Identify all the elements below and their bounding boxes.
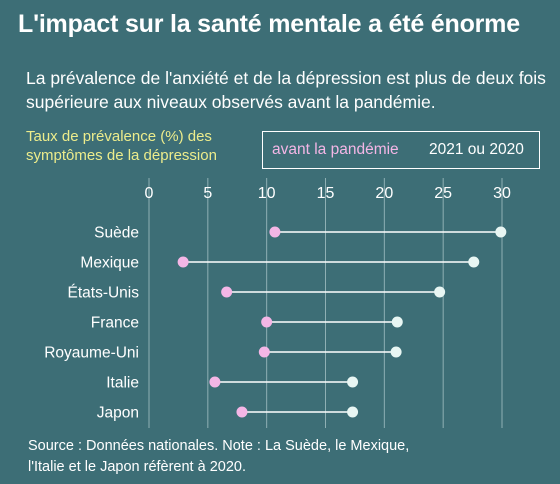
x-tick-label: 0 [145,185,154,202]
x-tick-labels: 0 5 10 15 20 25 30 [145,185,511,202]
post-pandemic-point [347,376,359,388]
legend: avant la pandémie 2021 ou 2020 [262,131,540,169]
pre-pandemic-point [236,406,248,418]
category-labels: Suède Mexique États-Unis France Royaume-Uni I… [44,225,139,422]
x-tick-label: 15 [317,185,335,202]
axis-label: Taux de prévalence (%) des symptômes de … [26,127,217,165]
source-note-line-1: Source : Données nationales. Note : La S… [28,438,410,454]
chart-title: L'impact sur la santé mentale a été énor… [18,10,520,38]
chart-subtitle: La prévalence de l'anxiété et de la dépr… [26,68,546,112]
category-label: États-Unis [68,285,140,302]
category-label: France [91,315,139,332]
post-pandemic-point [468,256,480,268]
x-tick-label: 30 [493,185,511,202]
category-label: Italie [106,375,139,392]
post-pandemic-point [391,316,403,328]
category-label: Mexique [80,255,139,272]
category-label: Royaume-Uni [44,345,139,362]
post-pandemic-point [390,346,402,358]
category-label: Japon [97,405,139,422]
category-label: Suède [94,225,139,242]
post-pandemic-point [347,406,359,418]
legend-post-pandemic: 2021 ou 2020 [429,141,524,158]
axis-label-line-1: Taux de prévalence (%) des [26,128,212,145]
pre-pandemic-point [209,376,221,388]
pre-pandemic-point [221,286,233,298]
x-tick-label: 10 [258,185,276,202]
data-marks [177,226,507,418]
post-pandemic-point [495,226,507,238]
axis-label-line-2: symptômes de la dépression [26,147,217,164]
legend-pre-pandemic: avant la pandémie [272,141,399,158]
x-tick-label: 5 [203,185,212,202]
source-note: Source : Données nationales. Note : La S… [28,436,409,478]
pre-pandemic-point [258,346,270,358]
source-note-line-2: l'Italie et le Japon réfèrent à 2020. [28,459,246,475]
x-tick-label: 20 [375,185,393,202]
x-tick-label: 25 [434,185,452,202]
post-pandemic-point [434,286,446,298]
grid-lines [148,178,503,428]
pre-pandemic-point [269,226,281,238]
pre-pandemic-point [261,316,273,328]
pre-pandemic-point [177,256,189,268]
